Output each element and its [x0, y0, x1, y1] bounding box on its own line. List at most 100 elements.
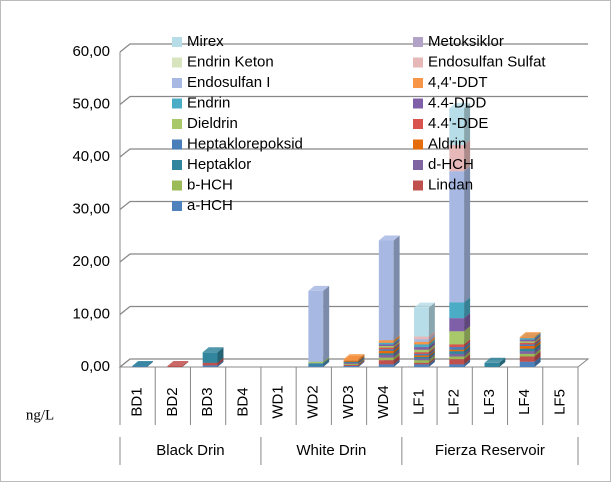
legend-swatch: [172, 180, 182, 191]
bar-side: [534, 333, 541, 340]
bar-side: [534, 332, 541, 339]
bar-segment: [343, 365, 359, 367]
y-tick-label: 60,00: [72, 43, 110, 60]
bar-side: [358, 355, 365, 362]
bar-segment: [414, 339, 429, 342]
bar-segment: [449, 171, 465, 303]
bar-side: [464, 359, 471, 367]
bar-side: [428, 342, 435, 350]
bar-top: [167, 360, 189, 366]
bar-segment: [378, 350, 394, 354]
bar-side: [428, 331, 435, 340]
grid-line: [119, 253, 588, 263]
bar-side: [393, 345, 400, 354]
bar-segment: [308, 290, 324, 362]
bar-segment: [343, 364, 359, 366]
bar-segment: [378, 364, 394, 367]
grid-line: [119, 200, 588, 211]
bar-segment: [414, 347, 429, 350]
legend-label: Lindan: [428, 176, 473, 193]
bar-side: [464, 103, 471, 145]
bar-segment: [343, 359, 359, 361]
legend-label: Endosulfan Sulfat: [428, 53, 546, 70]
bar-side: [534, 348, 541, 357]
legend-swatch: [172, 160, 182, 170]
bar-side: [534, 343, 541, 352]
bar-side: [534, 356, 541, 367]
bar-segment: [449, 349, 465, 352]
bar-segment: [202, 362, 218, 366]
bar-side: [464, 339, 471, 348]
bar-side: [534, 337, 541, 345]
bar-side: [393, 341, 400, 348]
bar-side: [464, 354, 471, 365]
bar-segment: [378, 340, 394, 343]
y-tick-label: 50,00: [72, 95, 110, 112]
bar-side: [428, 336, 435, 345]
legend-swatch: [413, 57, 423, 68]
legend-label: Mirex: [187, 33, 224, 50]
bar-top: [484, 357, 506, 363]
bar-segment: [378, 346, 394, 348]
x-tick-label: BD1: [129, 387, 146, 416]
x-tick-label: BD4: [234, 387, 251, 416]
bar-segment: [308, 365, 324, 367]
bar-segment: [308, 364, 324, 366]
group-label: Fierza Reservoir: [435, 442, 545, 459]
bar-segment: [202, 365, 218, 367]
legend-label: Endosulfan I: [187, 74, 270, 91]
bar-side: [217, 360, 224, 367]
legend-label: 4.4-DDD: [428, 94, 487, 111]
bar-side: [428, 344, 435, 353]
bar-side: [534, 341, 541, 349]
bar-segment: [308, 361, 324, 364]
bar-segment: [414, 360, 429, 363]
bar-side: [217, 357, 224, 366]
legend-swatch: [413, 139, 423, 150]
bar-side: [358, 357, 365, 364]
bar-side: [534, 334, 541, 342]
bar-segment: [414, 355, 429, 358]
legend-label: d-HCH: [428, 156, 474, 173]
bar-segment: [378, 347, 394, 350]
legend-label: Dieldrin: [187, 115, 238, 132]
bar-side: [464, 326, 471, 345]
bar-top: [343, 354, 365, 360]
bar-side: [393, 348, 400, 355]
bar-side: [393, 337, 400, 345]
bar-segment: [449, 302, 465, 319]
legend-label: Endrin: [187, 94, 230, 111]
y-tick-label: 40,00: [72, 148, 110, 165]
bar-segment: [519, 361, 535, 367]
legend-swatch: [172, 139, 182, 150]
bar-segment: [519, 342, 535, 345]
bar-side: [428, 353, 435, 361]
legend-label: Aldrin: [428, 135, 466, 152]
x-tick-label: LF4: [516, 389, 533, 415]
bar-segment: [414, 353, 429, 356]
bar-side: [358, 358, 365, 365]
x-tick-label: BD2: [164, 387, 181, 416]
x-tick-label: LF1: [410, 389, 427, 415]
bar-segment: [449, 353, 465, 357]
legend-label: b-HCH: [187, 176, 233, 193]
bar-segment: [449, 347, 465, 350]
legend-label: Metoksiklor: [428, 33, 504, 50]
bar-side: [323, 285, 330, 362]
grid-line: [119, 305, 588, 316]
bar-segment: [414, 358, 429, 361]
bar-segment: [308, 363, 324, 365]
legend-swatch: [172, 119, 182, 129]
bar-segment: [414, 336, 429, 340]
bar-side: [464, 342, 471, 350]
bar-segment: [449, 359, 465, 365]
bar-segment: [343, 362, 359, 364]
x-tick-label: WD4: [375, 385, 392, 418]
legend-label: Endrin Keton: [187, 53, 274, 70]
bar-segment: [449, 351, 465, 354]
group-label: Black Drin: [156, 442, 224, 459]
bar-segment: [378, 240, 394, 341]
bar-side: [147, 361, 154, 367]
bar-segment: [449, 331, 465, 345]
